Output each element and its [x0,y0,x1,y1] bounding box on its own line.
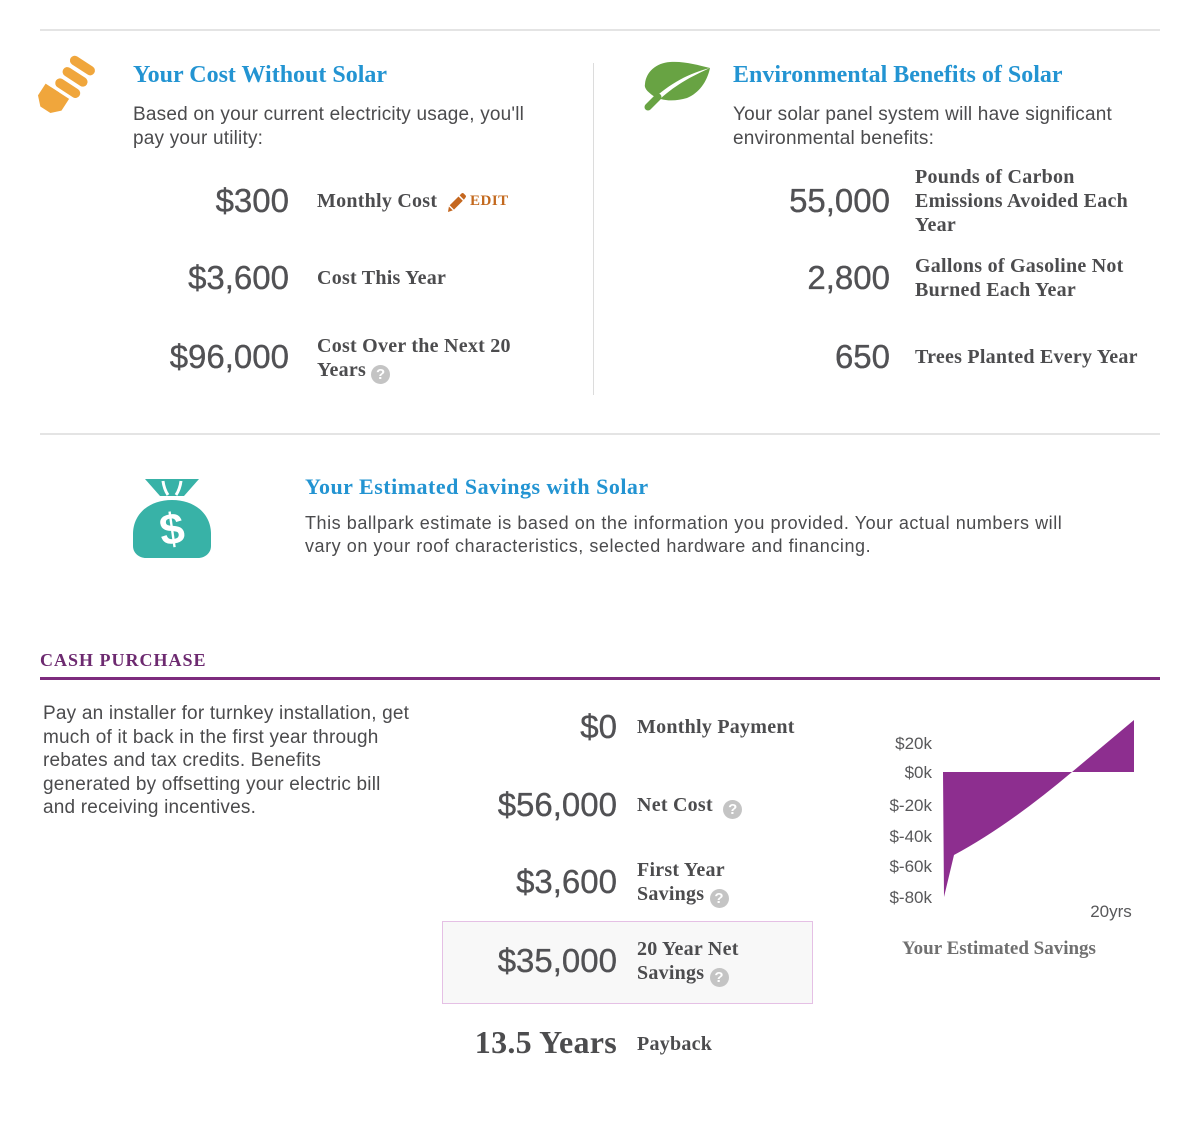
svg-text:$20k: $20k [895,734,932,753]
svg-text:$-20k: $-20k [889,796,932,815]
svg-text:$-80k: $-80k [889,888,932,907]
svg-text:Your Estimated Savings: Your Estimated Savings [902,938,1096,959]
svg-text:$0k: $0k [905,763,933,782]
svg-text:$-40k: $-40k [889,827,932,846]
svg-text:20yrs: 20yrs [1090,902,1132,921]
svg-text:$-60k: $-60k [889,857,932,876]
